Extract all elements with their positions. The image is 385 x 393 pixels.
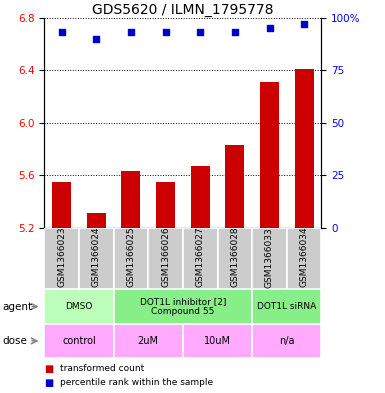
Bar	[191, 166, 210, 228]
Text: transformed count: transformed count	[60, 364, 144, 373]
Bar	[148, 228, 183, 289]
Point	[128, 29, 134, 35]
Bar	[183, 228, 218, 289]
Text: n/a: n/a	[279, 336, 295, 346]
Bar	[252, 228, 287, 289]
Bar	[44, 289, 114, 324]
Bar	[252, 324, 321, 358]
Text: control: control	[62, 336, 96, 346]
Bar	[114, 289, 252, 324]
Text: GSM1366025: GSM1366025	[126, 227, 136, 288]
Text: GSM1366026: GSM1366026	[161, 227, 170, 288]
Bar	[79, 228, 114, 289]
Text: ■: ■	[44, 378, 54, 388]
Text: GSM1366023: GSM1366023	[57, 227, 66, 288]
Bar	[260, 82, 279, 228]
Text: DMSO: DMSO	[65, 302, 93, 311]
Bar	[252, 289, 321, 324]
Bar	[218, 228, 252, 289]
Bar	[114, 228, 148, 289]
Text: GSM1366028: GSM1366028	[230, 227, 239, 288]
Bar	[114, 324, 183, 358]
Bar	[225, 145, 244, 228]
Text: GSM1366033: GSM1366033	[265, 227, 274, 288]
Bar	[44, 324, 114, 358]
Point	[197, 29, 203, 35]
Text: agent: agent	[2, 301, 32, 312]
Text: dose: dose	[2, 336, 27, 346]
Title: GDS5620 / ILMN_1795778: GDS5620 / ILMN_1795778	[92, 3, 274, 17]
Text: GSM1366024: GSM1366024	[92, 227, 101, 287]
Point	[162, 29, 169, 35]
Text: ■: ■	[44, 364, 54, 374]
Point	[232, 29, 238, 35]
Text: DOT1L siRNA: DOT1L siRNA	[257, 302, 316, 311]
Bar	[52, 182, 71, 228]
Text: GSM1366034: GSM1366034	[300, 227, 309, 288]
Bar	[156, 182, 175, 228]
Bar	[295, 69, 314, 228]
Bar	[87, 213, 106, 228]
Text: percentile rank within the sample: percentile rank within the sample	[60, 378, 213, 387]
Point	[266, 25, 273, 31]
Text: 10uM: 10uM	[204, 336, 231, 346]
Bar	[287, 228, 321, 289]
Point	[93, 35, 99, 42]
Bar	[44, 228, 79, 289]
Bar	[121, 171, 141, 228]
Text: 2uM: 2uM	[138, 336, 159, 346]
Point	[301, 21, 307, 27]
Point	[59, 29, 65, 35]
Text: DOT1L inhibitor [2]
Compound 55: DOT1L inhibitor [2] Compound 55	[140, 297, 226, 316]
Text: GSM1366027: GSM1366027	[196, 227, 205, 288]
Bar	[183, 324, 252, 358]
